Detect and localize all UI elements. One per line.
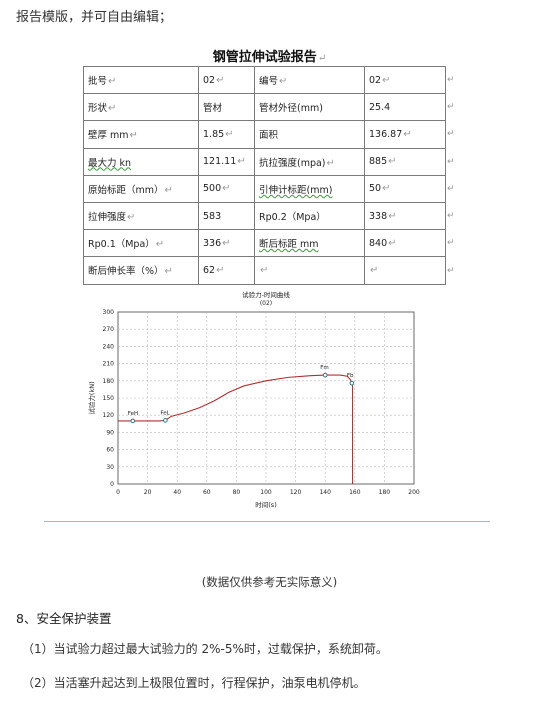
table-row: Rp0.1（Mpa）↵ 336↵ 断后标距 mm 840↵ xyxy=(83,229,446,258)
data-point xyxy=(322,372,328,378)
table-cell: 最大力 kn xyxy=(83,147,199,176)
table-cell: 500↵ xyxy=(198,174,255,203)
report-table: 批号↵ 02↵ 编号↵ 02↵ 形状↵ 管材 管材外径(mm) 25.4 壁厚 … xyxy=(83,65,446,285)
y-tick-label: 120 xyxy=(103,412,115,419)
chart-title: 试验力-时间曲线 xyxy=(242,290,290,299)
table-cell: 编号↵ xyxy=(254,65,365,95)
chart-caption: (数据仅供参考无实际意义) xyxy=(201,575,338,589)
table-cell: 批号↵ xyxy=(83,65,199,95)
table-row: 断后伸长率（%）↵ 62↵ ↵ ↵ xyxy=(83,256,446,285)
table-cell: 02↵ xyxy=(198,65,255,95)
row-end-mark: ↵ xyxy=(447,129,455,139)
y-tick-label: 30 xyxy=(106,464,114,471)
y-tick-label: 150 xyxy=(103,395,115,402)
data-point xyxy=(163,418,168,423)
y-tick-label: 270 xyxy=(103,326,115,333)
table-row: 形状↵ 管材 管材外径(mm) 25.4 xyxy=(83,93,446,122)
table-cell: 62↵ xyxy=(198,256,255,285)
x-tick-label: 200 xyxy=(408,489,420,496)
table-cell: 拉伸强度↵ xyxy=(83,201,199,231)
table-cell: 断后伸长率（%）↵ xyxy=(83,256,199,285)
table-cell: 抗拉强度(mpa)↵ xyxy=(254,147,365,176)
series-line xyxy=(118,374,354,484)
table-cell: 引伸计标距(mm) xyxy=(254,174,365,203)
table-cell: 管材 xyxy=(198,93,255,122)
table-cell: Rp0.2（Mpa） xyxy=(254,201,365,231)
list-item: （1）当试验力超过最大试验力的 2%-5%时，过载保护，系统卸荷。 xyxy=(22,642,388,656)
report-title-text: 钢管拉伸试验报告 xyxy=(212,50,317,65)
x-tick-label: 20 xyxy=(144,489,152,496)
divider xyxy=(44,521,490,522)
row-end-mark: ↵ xyxy=(447,75,455,85)
table-cell: 121.11↵ xyxy=(198,147,255,176)
table-cell: 885↵ xyxy=(364,147,446,176)
table-cell: 840↵ xyxy=(364,229,446,258)
table-cell: 583 xyxy=(198,201,255,231)
x-tick-label: 40 xyxy=(173,489,181,496)
table-cell: Rp0.1（Mpa）↵ xyxy=(83,229,199,258)
x-tick-label: 0 xyxy=(116,489,120,496)
table-row: 批号↵ 02↵ 编号↵ 02↵ xyxy=(83,65,446,95)
chart-subtitle: (02) xyxy=(260,300,272,307)
table-row: 最大力 kn 121.11↵ 抗拉强度(mpa)↵ 885↵ xyxy=(83,147,446,176)
y-tick-label: 300 xyxy=(103,309,115,316)
data-point xyxy=(349,380,355,386)
x-tick-label: 120 xyxy=(290,489,302,496)
y-tick-label: 90 xyxy=(106,429,114,436)
table-cell: 25.4 xyxy=(364,93,446,122)
point-label: FeH xyxy=(128,411,138,417)
y-tick-label: 0 xyxy=(110,481,114,488)
table-row: 壁厚 mm↵ 1.85↵ 面积 136.87↵ xyxy=(83,120,446,149)
point-label: Fb xyxy=(347,373,354,379)
row-end-mark: ↵ xyxy=(447,184,455,194)
table-cell: 面积 xyxy=(254,120,365,149)
y-tick-label: 210 xyxy=(103,361,115,368)
y-axis-label: 试验力(kN) xyxy=(87,381,96,414)
row-end-mark: ↵ xyxy=(447,266,455,276)
table-cell: 形状↵ xyxy=(83,93,199,122)
table-cell: 02↵ xyxy=(364,65,446,95)
y-tick-label: 240 xyxy=(103,343,115,350)
table-cell: 336↵ xyxy=(198,229,255,258)
intro-text: 报告模版，并可自由编辑； xyxy=(16,10,173,25)
table-cell: 管材外径(mm) xyxy=(254,93,365,122)
table-cell: ↵ xyxy=(364,256,446,285)
table-cell: 136.87↵ xyxy=(364,120,446,149)
table-cell: 原始标距（mm）↵ xyxy=(83,174,199,203)
row-end-mark: ↵ xyxy=(447,157,455,167)
x-tick-label: 180 xyxy=(379,489,391,496)
x-tick-label: 160 xyxy=(349,489,361,496)
row-end-mark: ↵ xyxy=(447,211,455,221)
x-tick-label: 80 xyxy=(233,489,241,496)
force-time-chart: 0 20 40 60 80 100 120 140 160 180 200 0 30 60 90 120 150… xyxy=(87,290,420,509)
paragraph-mark-icon: ↵ xyxy=(317,53,327,64)
data-point xyxy=(130,418,136,424)
table-cell: 50↵ xyxy=(364,174,446,203)
table-cell: 壁厚 mm↵ xyxy=(83,120,199,149)
list-item: （2）当活塞升起达到上极限位置时，行程保护，油泵电机停机。 xyxy=(22,676,366,690)
section-heading: 8、安全保护装置 xyxy=(16,611,112,626)
y-tick-label: 180 xyxy=(103,378,115,385)
table-cell: 338↵ xyxy=(364,201,446,231)
row-end-mark: ↵ xyxy=(447,238,455,248)
point-label: FeL xyxy=(160,410,170,416)
point-label: Fm xyxy=(320,365,329,371)
table-cell: ↵ xyxy=(254,256,365,285)
table-cell: 1.85↵ xyxy=(198,120,255,149)
x-axis-label: 时间(s) xyxy=(255,500,276,509)
x-tick-label: 140 xyxy=(319,489,331,496)
report-title: 钢管拉伸试验报告↵ xyxy=(0,46,539,65)
y-tick-label: 60 xyxy=(106,447,114,454)
table-row: 拉伸强度↵ 583 Rp0.2（Mpa） 338↵ xyxy=(83,201,446,231)
row-end-mark: ↵ xyxy=(447,102,455,112)
x-tick-label: 60 xyxy=(203,489,211,496)
table-cell: 断后标距 mm xyxy=(254,229,365,258)
table-row: 原始标距（mm）↵ 500↵ 引伸计标距(mm) 50↵ xyxy=(83,174,446,203)
x-tick-label: 100 xyxy=(260,489,272,496)
